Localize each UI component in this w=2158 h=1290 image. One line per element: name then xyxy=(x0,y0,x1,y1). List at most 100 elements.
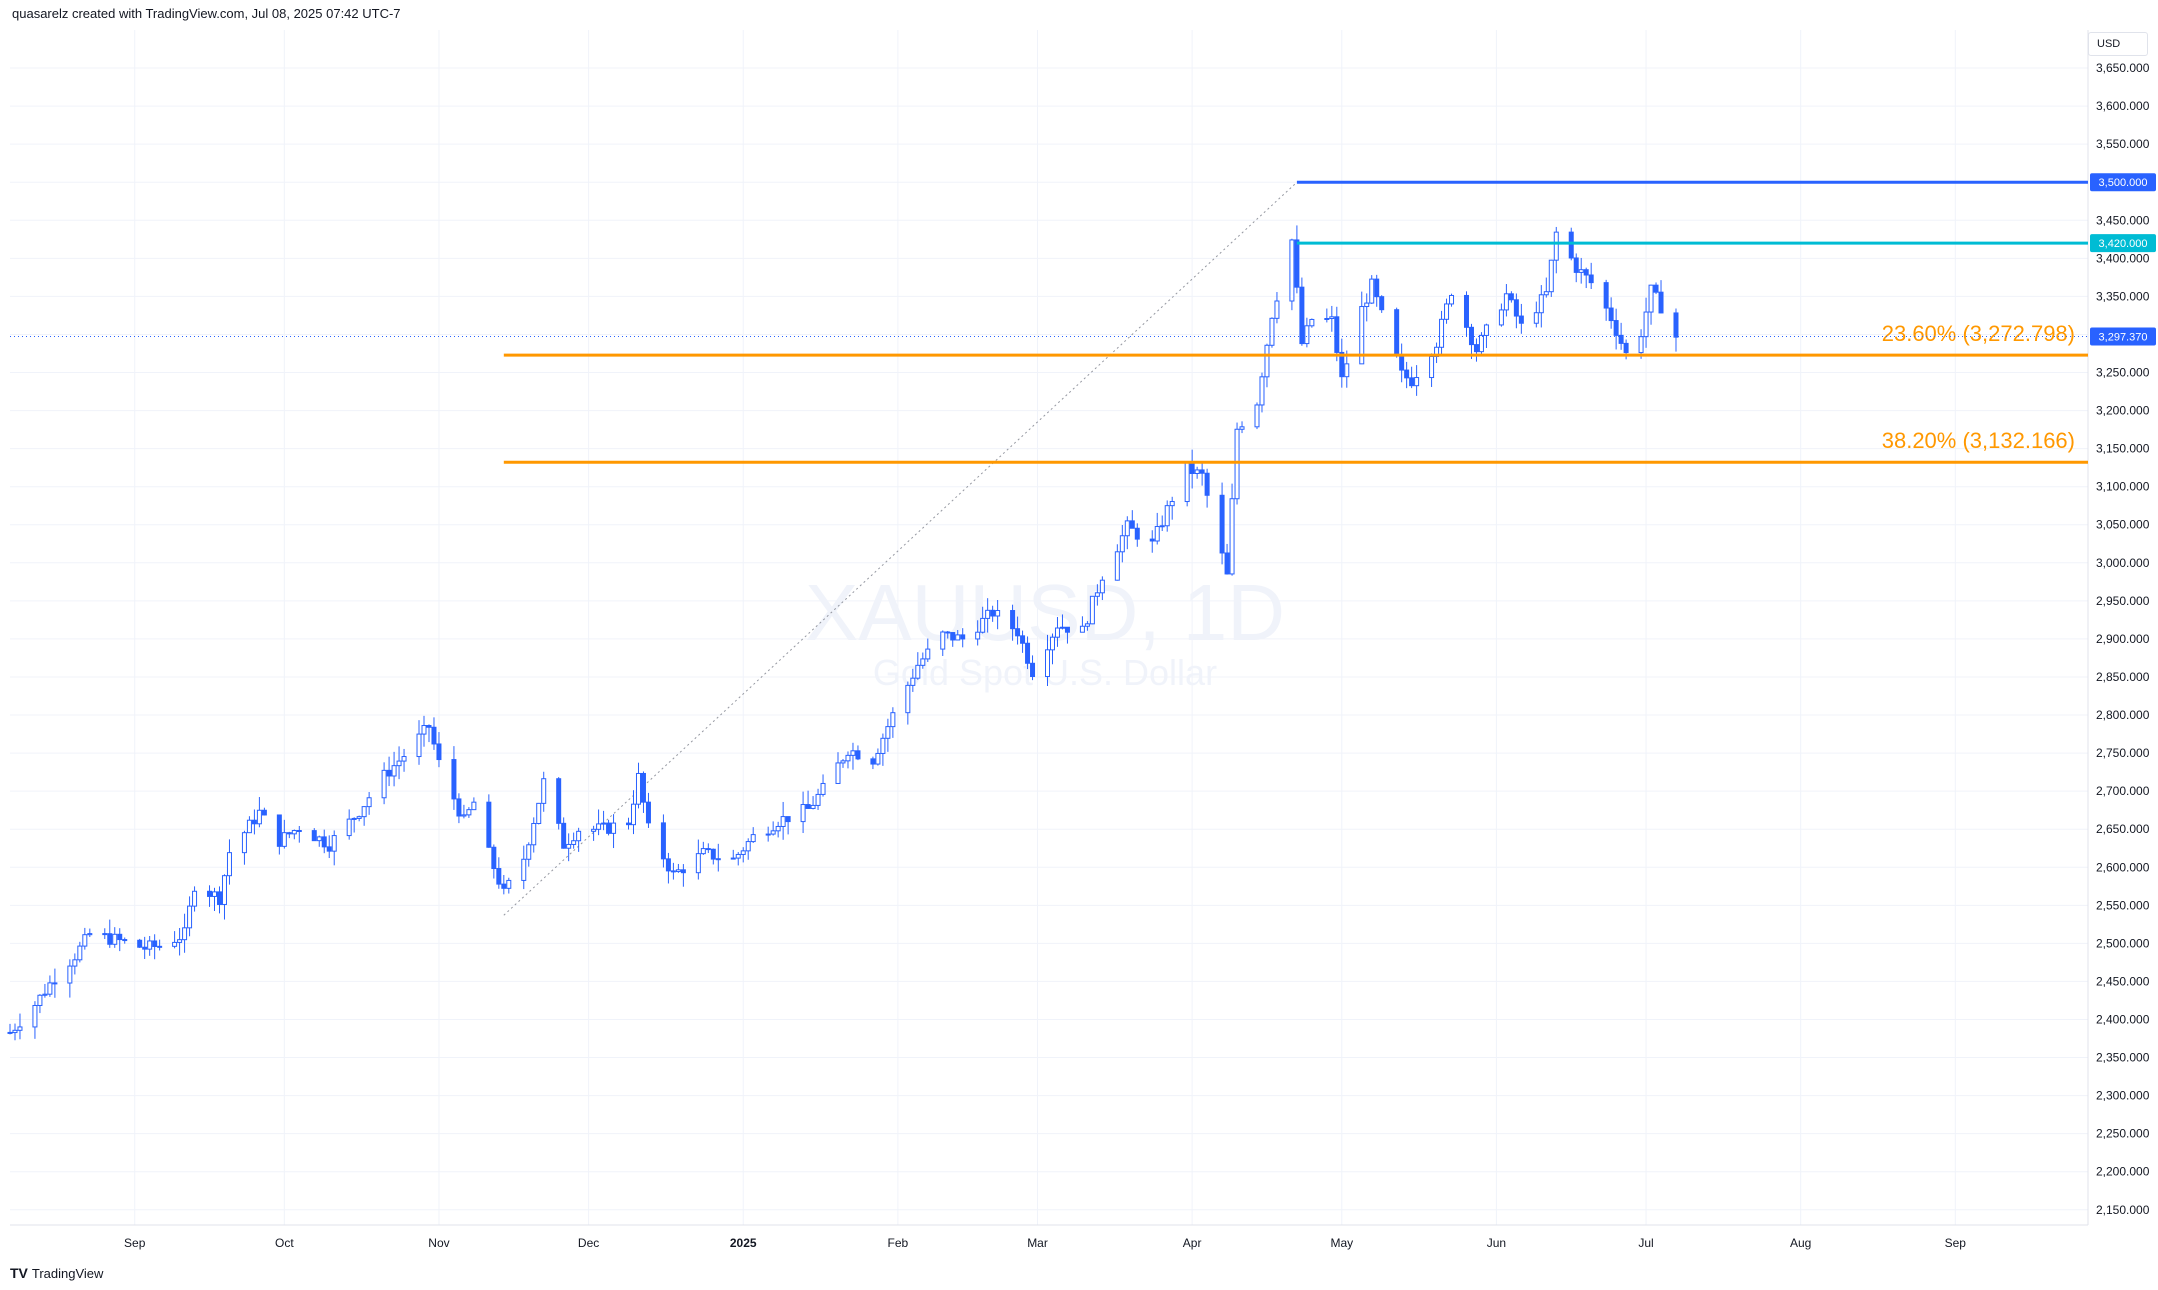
candle-body xyxy=(1548,259,1554,293)
x-tick-label: Sep xyxy=(1945,1236,1967,1250)
candle-body xyxy=(112,933,118,945)
candle-body xyxy=(17,1026,23,1031)
candle-body xyxy=(1409,377,1415,387)
candle-body xyxy=(1334,316,1340,353)
y-tick-label: 2,150.000 xyxy=(2096,1203,2150,1217)
candle-body xyxy=(321,836,327,848)
candle-body xyxy=(1543,291,1549,296)
candle-body xyxy=(311,830,317,842)
candle-body xyxy=(416,733,422,758)
y-tick-label: 3,600.000 xyxy=(2096,99,2150,113)
price-tag-label: 3,297.370 xyxy=(2099,331,2148,343)
candle-body xyxy=(975,631,981,640)
candle-body xyxy=(785,816,791,823)
candle-body xyxy=(840,760,846,764)
candle-body xyxy=(985,609,991,619)
candle-body xyxy=(1608,307,1614,322)
candle-body xyxy=(1478,334,1484,353)
candle-body xyxy=(1483,324,1489,336)
candle-body xyxy=(780,816,786,827)
candle-body xyxy=(286,832,292,835)
candle-body xyxy=(107,933,113,945)
candle-body xyxy=(1673,312,1679,338)
candle-body xyxy=(1359,306,1365,365)
candle-body xyxy=(596,823,602,830)
candle-body xyxy=(850,750,856,756)
candle-body xyxy=(1154,526,1160,542)
footer-brand: TV TradingView xyxy=(10,1265,103,1281)
watermark-symbol: XAUUSD, 1D xyxy=(805,568,1285,657)
candle-body xyxy=(421,725,427,735)
candle-body xyxy=(1399,355,1405,371)
candle-body xyxy=(1149,538,1155,542)
candle-body xyxy=(1054,627,1060,638)
candle-body xyxy=(1533,312,1539,324)
candle-body xyxy=(715,858,721,861)
candle-body xyxy=(1439,318,1445,348)
candle-body xyxy=(1094,592,1100,597)
candle-body xyxy=(910,677,916,686)
candle-body xyxy=(1030,662,1036,677)
candle-body xyxy=(142,946,148,950)
candle-body xyxy=(995,610,1001,617)
y-tick-label: 2,200.000 xyxy=(2096,1165,2150,1179)
candle-body xyxy=(536,802,542,824)
y-tick-label: 3,100.000 xyxy=(2096,480,2150,494)
candle-body xyxy=(556,778,562,824)
candle-body xyxy=(800,804,806,823)
candle-body xyxy=(611,822,617,834)
price-tag xyxy=(2090,173,2156,192)
candle-body xyxy=(82,934,88,947)
candle-body xyxy=(361,806,367,818)
candle-body xyxy=(1473,344,1479,353)
candle-body xyxy=(366,797,372,808)
candle-body xyxy=(296,830,302,833)
candle-body xyxy=(1079,625,1085,633)
candle-body xyxy=(1119,535,1125,553)
candle-body xyxy=(1020,635,1026,644)
candle-body xyxy=(700,848,706,855)
candle-body xyxy=(207,890,213,897)
candle-body xyxy=(1513,299,1519,317)
candle-body xyxy=(980,617,986,633)
candle-body xyxy=(42,993,48,996)
candle-body xyxy=(1503,293,1509,311)
candle-body xyxy=(32,1004,38,1028)
candle-body xyxy=(496,868,502,885)
candle-body xyxy=(1463,294,1469,328)
candle-body xyxy=(451,759,457,800)
candle-body xyxy=(281,832,287,847)
candle-body xyxy=(1578,269,1584,273)
candle-body xyxy=(1264,344,1270,378)
candle-body xyxy=(261,809,267,816)
candle-body xyxy=(1089,595,1095,625)
y-tick-label: 3,650.000 xyxy=(2096,61,2150,75)
candle-body xyxy=(1194,469,1200,474)
candle-body xyxy=(1015,628,1021,637)
x-tick-label: Aug xyxy=(1790,1236,1811,1250)
y-tick-label: 3,350.000 xyxy=(2096,289,2150,303)
candle-body xyxy=(1518,315,1524,324)
candle-body xyxy=(1444,303,1450,320)
x-tick-label: Sep xyxy=(124,1236,146,1250)
candle-body xyxy=(1538,294,1544,314)
candle-body xyxy=(1045,649,1050,677)
candle-body xyxy=(52,982,58,985)
candle-body xyxy=(675,869,681,873)
candle-body xyxy=(1643,311,1649,338)
candle-body xyxy=(1553,231,1559,261)
y-tick-label: 2,650.000 xyxy=(2096,822,2150,836)
candle-body xyxy=(835,762,841,784)
candle-body xyxy=(1339,351,1345,378)
candle-body xyxy=(461,814,467,817)
y-tick-label: 2,300.000 xyxy=(2096,1089,2150,1103)
y-tick-label: 3,550.000 xyxy=(2096,137,2150,151)
candle-body xyxy=(695,853,701,874)
y-tick-label: 2,750.000 xyxy=(2096,746,2150,760)
candle-body xyxy=(356,816,362,819)
candle-body xyxy=(276,814,282,847)
y-tick-label: 3,150.000 xyxy=(2096,442,2150,456)
candle-body xyxy=(1229,498,1235,575)
candle-body xyxy=(381,769,387,799)
